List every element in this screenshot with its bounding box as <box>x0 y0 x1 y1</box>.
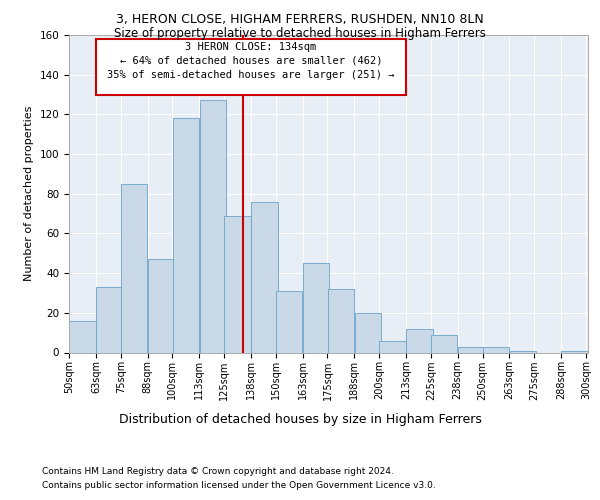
Bar <box>355 313 381 352</box>
Text: ← 64% of detached houses are smaller (462): ← 64% of detached houses are smaller (46… <box>120 56 382 66</box>
Bar <box>562 350 587 352</box>
Bar <box>510 350 536 352</box>
Text: 3 HERON CLOSE: 134sqm: 3 HERON CLOSE: 134sqm <box>185 42 317 52</box>
Bar <box>406 328 433 352</box>
Bar <box>148 259 174 352</box>
Bar <box>303 263 329 352</box>
Bar <box>96 287 122 352</box>
Text: Contains public sector information licensed under the Open Government Licence v3: Contains public sector information licen… <box>42 481 436 490</box>
Text: 35% of semi-detached houses are larger (251) →: 35% of semi-detached houses are larger (… <box>107 70 395 80</box>
Bar <box>121 184 147 352</box>
Bar <box>173 118 199 352</box>
Bar <box>200 100 226 352</box>
Bar <box>458 346 484 352</box>
Text: Size of property relative to detached houses in Higham Ferrers: Size of property relative to detached ho… <box>114 28 486 40</box>
Bar <box>379 340 406 352</box>
Bar <box>328 289 354 352</box>
Text: Contains HM Land Registry data © Crown copyright and database right 2024.: Contains HM Land Registry data © Crown c… <box>42 468 394 476</box>
Bar <box>224 216 251 352</box>
Bar <box>276 291 302 352</box>
Text: 3, HERON CLOSE, HIGHAM FERRERS, RUSHDEN, NN10 8LN: 3, HERON CLOSE, HIGHAM FERRERS, RUSHDEN,… <box>116 12 484 26</box>
Bar <box>251 202 278 352</box>
Bar <box>70 321 95 352</box>
FancyBboxPatch shape <box>96 39 406 94</box>
Bar <box>431 334 457 352</box>
Y-axis label: Number of detached properties: Number of detached properties <box>24 106 34 282</box>
Text: Distribution of detached houses by size in Higham Ferrers: Distribution of detached houses by size … <box>119 412 481 426</box>
Bar <box>483 346 509 352</box>
